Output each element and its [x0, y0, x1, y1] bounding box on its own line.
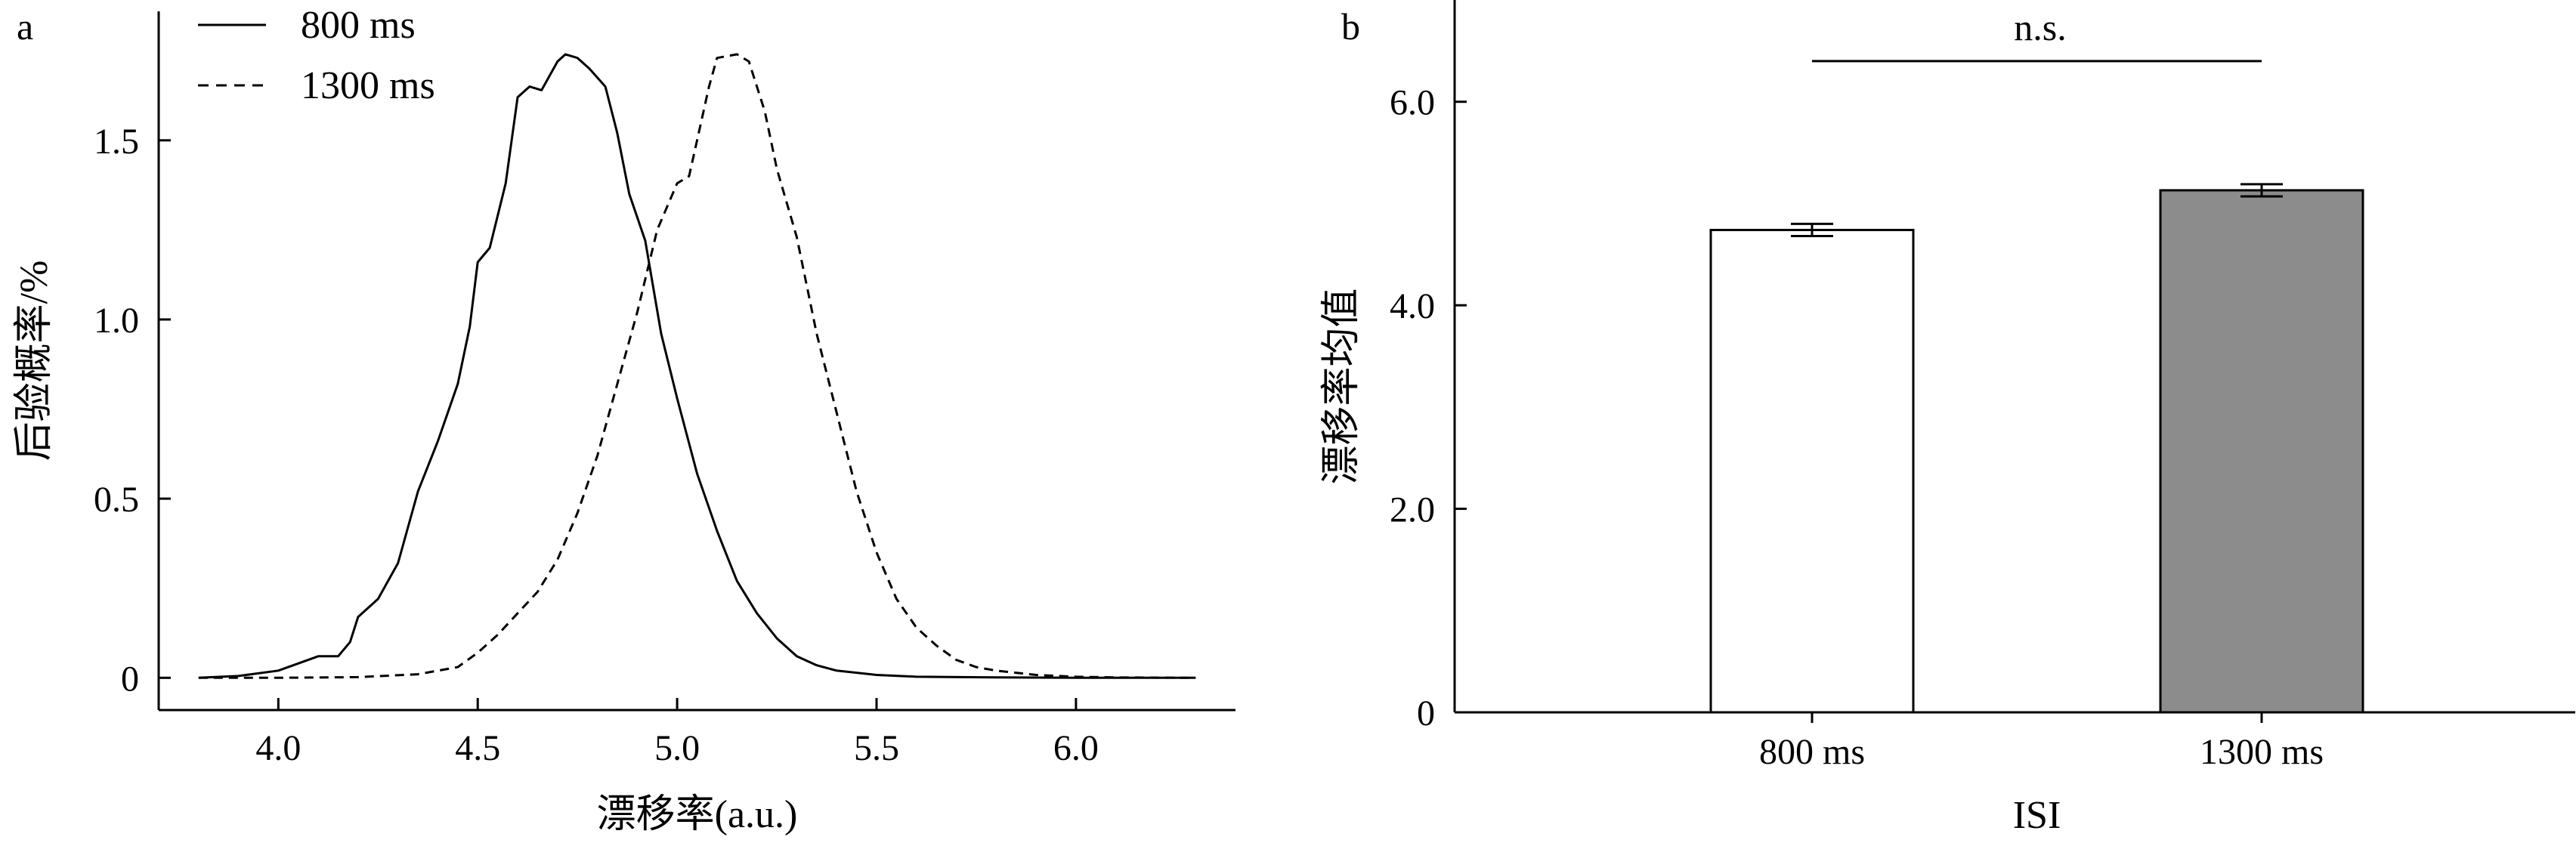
x-tick-label-4-5: 4.5 — [455, 728, 500, 768]
x-tick-label-1300-ms: 1300 ms — [2200, 732, 2324, 772]
panel-a-ticks: 4.0 4.5 5.0 5.5 6.0 0 0.5 1.0 1.5 — [94, 122, 1099, 768]
b-y-tick-label-4-0: 4.0 — [1390, 286, 1435, 326]
b-y-tick-label-2-0: 2.0 — [1390, 490, 1435, 530]
panel-b-y-axis-title: 漂移率均值 — [1320, 288, 1363, 484]
panel-b-label: b — [1341, 5, 1360, 48]
panel-a-x-axis-title: 漂移率(a.u.) — [597, 793, 798, 836]
x-tick-label-4-0: 4.0 — [255, 728, 301, 768]
panel-a-line-chart: a 4.0 4.5 5.0 5.5 6.0 0 0.5 1.0 1.5 800 ms 1300 … — [13, 4, 1235, 836]
legend-label-1300ms: 1300 ms — [301, 64, 435, 107]
y-tick-label-1-0: 1.0 — [94, 301, 139, 341]
panel-a-label: a — [17, 5, 33, 48]
panel-a-y-axis-title: 后验概率/% — [13, 261, 56, 462]
significance-label: n.s. — [2014, 6, 2066, 48]
panel-b-ticks: 0 2.0 4.0 6.0 — [1390, 83, 1467, 733]
legend-label-800ms: 800 ms — [301, 4, 416, 47]
panel-b-bar-chart: b 0 2.0 4.0 6.0 800 ms 1300 ms n.s. ISI 漂移率均… — [1320, 0, 2575, 837]
panel-a-series-lines — [198, 53, 1196, 679]
panel-b-x-axis-title: ISI — [2013, 794, 2061, 837]
x-tick-label-6-0: 6.0 — [1053, 728, 1099, 768]
x-tick-label-5-5: 5.5 — [854, 728, 899, 768]
panel-a-legend: 800 ms 1300 ms — [198, 4, 435, 107]
panel-b-significance: n.s. — [1812, 6, 2262, 63]
b-y-tick-label-0: 0 — [1417, 693, 1435, 733]
x-tick-label-800-ms: 800 ms — [1759, 732, 1865, 772]
x-tick-label-5-0: 5.0 — [654, 728, 700, 768]
y-tick-label-0: 0 — [121, 659, 139, 699]
series-line-1300-ms — [198, 53, 1196, 679]
bar-1300-ms — [2159, 189, 2364, 714]
series-line-800-ms — [198, 53, 1196, 679]
panel-b-bars: 800 ms 1300 ms — [1709, 183, 2364, 772]
y-tick-label-1-5: 1.5 — [94, 122, 139, 162]
bar-800-ms — [1709, 228, 1915, 714]
b-y-tick-label-6-0: 6.0 — [1390, 83, 1435, 123]
y-tick-label-0-5: 0.5 — [94, 480, 139, 520]
